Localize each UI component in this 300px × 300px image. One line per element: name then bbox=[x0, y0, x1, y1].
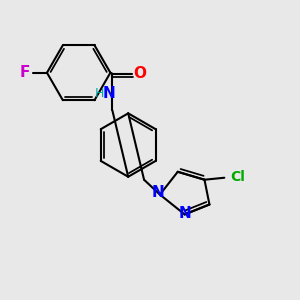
Text: N: N bbox=[103, 86, 116, 101]
Text: F: F bbox=[20, 65, 30, 80]
Text: Cl: Cl bbox=[230, 170, 245, 184]
Text: N: N bbox=[152, 185, 164, 200]
Text: N: N bbox=[178, 206, 191, 221]
Text: H: H bbox=[95, 87, 104, 100]
Text: O: O bbox=[134, 66, 147, 81]
